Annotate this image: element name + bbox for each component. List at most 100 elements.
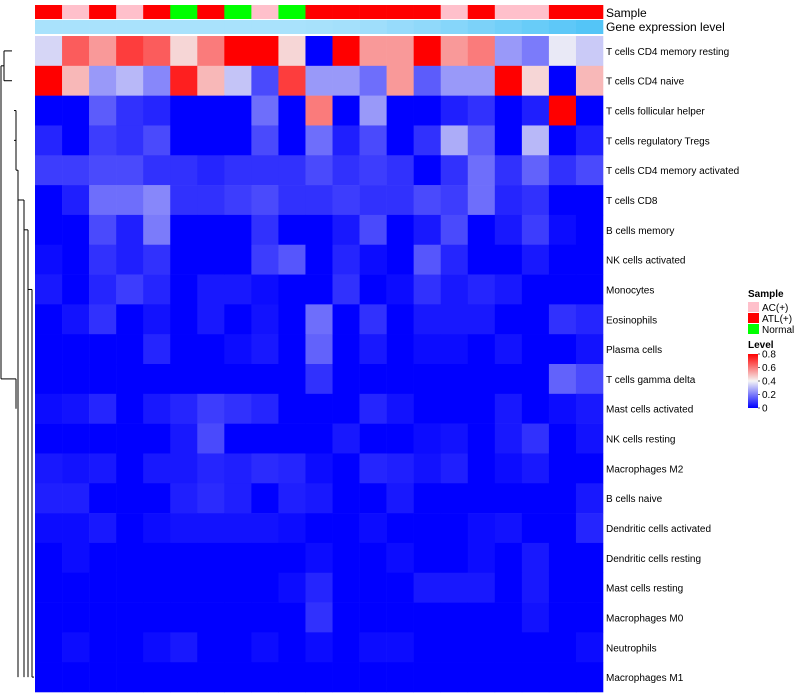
heatmap-cell	[35, 95, 63, 126]
heatmap-cell	[305, 662, 333, 693]
heatmap-cell	[197, 334, 225, 365]
heatmap-cell	[35, 602, 63, 633]
heatmap-cell	[305, 483, 333, 514]
heatmap-cell	[575, 244, 604, 275]
heatmap-cell	[494, 65, 523, 96]
heatmap-cell	[386, 334, 414, 365]
heatmap-cell	[332, 393, 360, 424]
gene-expression-annotation-cell	[278, 20, 306, 34]
heatmap-cell	[170, 393, 198, 424]
heatmap-cell	[224, 95, 252, 126]
row-label: Plasma cells	[606, 345, 662, 356]
heatmap-cell	[251, 632, 279, 663]
heatmap-cell	[170, 364, 198, 395]
heatmap-cell	[305, 632, 333, 663]
heatmap-cell	[359, 632, 387, 663]
heatmap-cell	[278, 155, 306, 186]
heatmap-cell	[170, 483, 198, 514]
legend-level-tick-label: 0.8	[762, 350, 776, 361]
legend-sample-label: ATL(+)	[762, 314, 792, 325]
heatmap-cell	[116, 423, 144, 454]
heatmap-cell	[35, 304, 63, 335]
gene-expression-annotation-label: Gene expression level	[606, 20, 725, 34]
heatmap-cell	[251, 423, 279, 454]
heatmap-cell	[278, 662, 306, 693]
heatmap-cell	[386, 453, 414, 484]
heatmap-cell	[440, 602, 469, 633]
heatmap-cell	[35, 632, 63, 663]
heatmap-cell	[305, 274, 333, 305]
heatmap-cell	[494, 185, 523, 216]
row-label: T cells CD4 memory activated	[606, 166, 739, 177]
gene-expression-annotation-cell	[143, 20, 171, 34]
heatmap-cell	[521, 214, 550, 246]
heatmap-cell	[35, 125, 63, 156]
heatmap-cell	[278, 483, 306, 514]
heatmap-cell	[575, 185, 604, 216]
heatmap-cell	[35, 662, 63, 693]
heatmap-cell	[440, 214, 469, 246]
heatmap-cell	[548, 393, 577, 424]
heatmap-cell	[494, 36, 523, 67]
heatmap-cell	[278, 95, 306, 126]
heatmap-cell	[62, 214, 90, 246]
heatmap-cell	[35, 334, 63, 365]
heatmap-cell	[143, 65, 171, 96]
heatmap-cell	[413, 36, 442, 67]
legend-level-colorbar	[748, 354, 758, 408]
row-label: Dendritic cells activated	[606, 524, 711, 535]
heatmap-cell	[494, 602, 523, 633]
heatmap-cell	[278, 393, 306, 424]
heatmap-cell	[332, 155, 360, 186]
heatmap-cell	[224, 125, 252, 156]
legend-sample-swatch	[748, 313, 759, 323]
heatmap-cell	[224, 244, 252, 275]
heatmap-cell	[386, 364, 414, 395]
heatmap-cell	[575, 542, 604, 574]
heatmap-cell	[170, 423, 198, 454]
heatmap-cell	[143, 274, 171, 305]
heatmap-cell	[521, 513, 550, 544]
heatmap-cell	[440, 542, 469, 574]
heatmap-cell	[467, 36, 496, 67]
heatmap-cell	[467, 155, 496, 186]
heatmap-cell	[521, 274, 550, 305]
heatmap-cell	[116, 453, 144, 484]
heatmap-cell	[332, 423, 360, 454]
heatmap-cell	[251, 334, 279, 365]
heatmap-cell	[251, 483, 279, 514]
heatmap-cell	[170, 662, 198, 693]
heatmap-cell	[143, 244, 171, 275]
heatmap-cell	[224, 214, 252, 246]
heatmap-cell	[89, 393, 117, 424]
heatmap-cell	[89, 65, 117, 96]
heatmap-cell	[35, 244, 63, 275]
legend-level-tick-label: 0.4	[762, 377, 776, 388]
row-label: T cells CD4 naive	[606, 77, 685, 88]
heatmap-cell	[116, 125, 144, 156]
heatmap-cell	[332, 602, 360, 633]
heatmap-cell	[62, 364, 90, 395]
heatmap-cell	[305, 304, 333, 335]
heatmap-cell	[62, 155, 90, 186]
heatmap-cell	[143, 393, 171, 424]
heatmap-cell	[116, 513, 144, 544]
heatmap-cell	[35, 572, 63, 603]
heatmap-cell	[440, 572, 469, 603]
heatmap-cell	[521, 483, 550, 514]
heatmap-cell	[413, 632, 442, 663]
heatmap-cell	[116, 364, 144, 395]
heatmap-cell	[89, 304, 117, 335]
heatmap-cell	[332, 632, 360, 663]
heatmap-cell	[494, 364, 523, 395]
heatmap-cell	[224, 36, 252, 67]
heatmap-cell	[197, 185, 225, 216]
heatmap-cell	[89, 572, 117, 603]
heatmap-cell	[224, 632, 252, 663]
heatmap-cell	[548, 334, 577, 365]
heatmap-cell	[467, 572, 496, 603]
heatmap-cell	[305, 244, 333, 275]
heatmap-cell	[467, 304, 496, 335]
heatmap-cell	[170, 155, 198, 186]
heatmap-cell	[197, 602, 225, 633]
